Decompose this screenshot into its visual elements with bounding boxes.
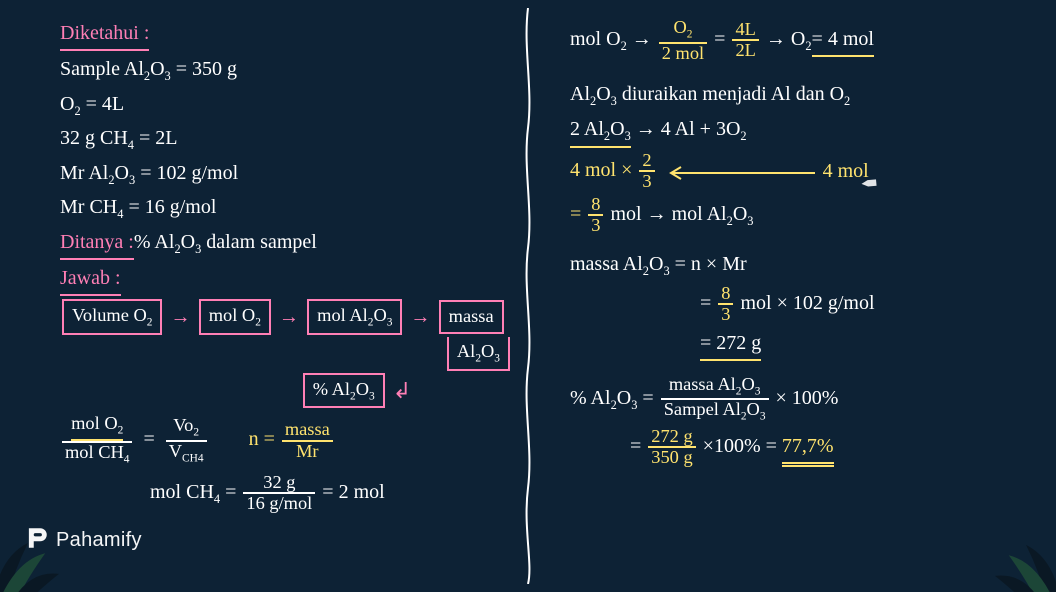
line-r8: = 272 g: [570, 328, 1032, 361]
line-r6: massa Al2O3 = n × Mr: [570, 249, 1032, 281]
logo-icon: [24, 525, 50, 556]
leaf-decoration-br: [990, 538, 1056, 592]
heading-ditanya: Ditanya : % Al2O3 dalam sampel: [60, 227, 522, 260]
line-r2: Al2O3 diuraikan menjadi Al dan O2: [570, 79, 1032, 111]
line-r10: = 272 g 350 g ×100% = 77,7%: [570, 427, 1032, 468]
heading-diketahui: Diketahui :: [60, 18, 522, 51]
line-r1: mol O2 → O2 2 mol = 4L 2L → O2 = 4 mol: [570, 18, 1032, 63]
line-mr-al2o3: Mr Al2O3 = 102 g/mol: [60, 158, 522, 190]
line-r4: 4 mol × 2 3 4 mol: [570, 151, 1032, 192]
flow-box-volume-o2: Volume O2: [62, 299, 162, 335]
arrow-icon: →: [170, 302, 190, 332]
back-arrow-icon: [665, 156, 815, 186]
line-ratio-ndef: mol O2 mol CH4 = Vo2 VCH4 n = massa Mr: [60, 414, 522, 466]
line-r7: = 8 3 mol × 102 g/mol: [570, 284, 1032, 325]
line-r3: 2 Al2O3 → 4 Al + 3O2: [570, 114, 1032, 149]
flow-box-mol-o2: mol O2: [199, 299, 271, 335]
column-divider: [521, 8, 535, 584]
flow-curl: ↲: [393, 374, 412, 407]
flow-box-mol-al2o3: mol Al2O3: [307, 299, 402, 335]
flow-box-al2o3-sub: Al2O3: [447, 337, 510, 371]
flow-box-percent-al2o3: % Al2O3: [303, 373, 385, 409]
line-r5: = 8 3 mol → mol Al2O3: [570, 195, 1032, 236]
ratio-mol: mol O2 mol CH4 = Vo2 VCH4: [60, 414, 209, 466]
heading-jawab: Jawab :: [60, 263, 522, 296]
line-o2: O2 = 4L: [60, 89, 522, 121]
line-mr-ch4: Mr CH4 = 16 g/mol: [60, 192, 522, 224]
pen-cursor-icon: [862, 171, 880, 201]
flow-box-massa: massa: [439, 300, 504, 334]
page: Diketahui : Sample Al2O3 = 350 g O2 = 4L…: [0, 0, 1056, 592]
arrow-icon: →: [410, 302, 430, 332]
line-mol-ch4-calc: mol CH4 = 32 g 16 g/mol = 2 mol: [60, 473, 522, 514]
line-ch4: 32 g CH4 = 2L: [60, 123, 522, 155]
n-definition: n = massa Mr: [249, 420, 335, 461]
right-column: mol O2 → O2 2 mol = 4L 2L → O2 = 4 mol A…: [542, 18, 1032, 574]
left-column: Diketahui : Sample Al2O3 = 350 g O2 = 4L…: [60, 18, 542, 574]
line-r9: % Al2O3 = massa Al2O3 Sampel Al2O3 × 100…: [570, 375, 1032, 424]
line-sample: Sample Al2O3 = 350 g: [60, 54, 522, 86]
arrow-icon: →: [279, 302, 299, 332]
flow-row: Volume O2 → mol O2 → mol Al2O3 → massa A…: [60, 299, 522, 408]
logo-text: Pahamify: [56, 529, 142, 552]
pahamify-logo: Pahamify: [24, 525, 142, 556]
